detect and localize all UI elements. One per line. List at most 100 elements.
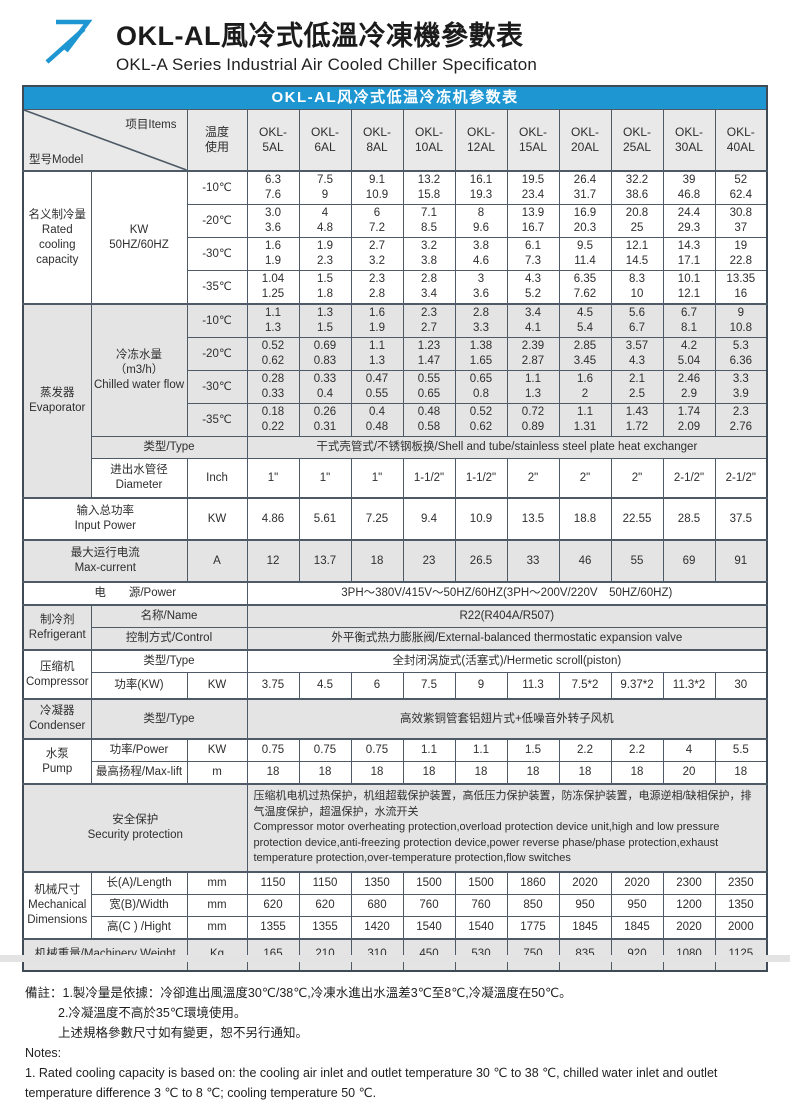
value-cell: 2.8 3.3 bbox=[454, 303, 508, 338]
value-cell: 1540 bbox=[402, 915, 456, 939]
value-cell: 1.43 1.72 bbox=[610, 403, 664, 437]
cooling-row: -30℃ 1.6 1.9 1.9 2.3 2.7 3.2 3.2 3.8 3.8 4.6 6… bbox=[23, 237, 768, 271]
value-cell: 6 bbox=[350, 672, 404, 700]
value-cell: 13.5 bbox=[506, 497, 560, 541]
value-cell: 18 bbox=[350, 539, 404, 583]
security-section-label: 安全保护 Security protection bbox=[22, 783, 248, 872]
value-cell: 16.9 20.3 bbox=[558, 204, 612, 238]
spec-table: OKL-AL风冷式低温冷冻机参数表 型号Model 项目Items 温度 使用 … bbox=[22, 85, 769, 972]
dimensions-section-label: 机械尺寸 Mechanical Dimensions bbox=[22, 870, 92, 939]
value-cell: 9.5 11.4 bbox=[558, 237, 612, 271]
evaporator-row: -35℃ 0.18 0.22 0.26 0.31 0.4 0.48 0.48 0.58 0… bbox=[23, 403, 768, 437]
model-header: OKL- 5AL bbox=[246, 109, 300, 172]
value-cell: 18 bbox=[506, 761, 560, 785]
model-header: OKL- 40AL bbox=[714, 109, 768, 172]
brand-arrow-icon bbox=[45, 19, 93, 64]
value-cell: 7.5*2 bbox=[558, 672, 612, 700]
value-cell: 23 bbox=[402, 539, 456, 583]
value-cell: 1500 bbox=[454, 870, 508, 895]
value-cell: 2.2 bbox=[610, 738, 664, 762]
value-cell: 0.69 0.83 bbox=[298, 337, 352, 371]
note-zh-3: 上述規格參數尺寸如有變更，恕不另行通知。 bbox=[58, 1025, 309, 1040]
value-cell: 3.4 4.1 bbox=[506, 303, 560, 338]
value-cell: 4.5 bbox=[298, 672, 352, 700]
value-cell: 3 3.6 bbox=[454, 270, 508, 305]
value-cell: 1" bbox=[350, 458, 404, 499]
pump-power-label: 功率/Power bbox=[90, 738, 188, 762]
height-label: 高(C ) /Hight bbox=[90, 915, 188, 939]
value-cell: 18 bbox=[246, 761, 300, 785]
refrigerant-name-row: 制冷剂 Refrigerant 名称/Name R22(R404A/R507) bbox=[22, 604, 768, 651]
value-cell: 9.37*2 bbox=[610, 672, 664, 700]
value-cell: 3.8 4.6 bbox=[454, 237, 508, 271]
value-cell: 4.86 bbox=[246, 497, 300, 541]
value-cell: 1540 bbox=[454, 915, 508, 939]
value-cell: 3.0 3.6 bbox=[246, 204, 300, 238]
value-cell: 950 bbox=[610, 893, 664, 917]
corner-items-label: 项目Items bbox=[125, 119, 177, 131]
value-cell: 55 bbox=[610, 539, 664, 583]
value-cell: 1.6 1.9 bbox=[246, 237, 300, 271]
dimension-row: 宽(B)/Width mm 620 620 680 760 760 850 950 950 12… bbox=[23, 893, 768, 917]
width-unit: mm bbox=[186, 893, 248, 917]
compressor-type-value: 全封闭涡旋式(活塞式)/Hermetic scroll(piston) bbox=[246, 649, 768, 673]
value-cell: 18 bbox=[298, 761, 352, 785]
refrigerant-control-value: 外平衡式热力膨胀阀/External-balanced thermostatic… bbox=[246, 627, 768, 651]
value-cell: 3.57 4.3 bbox=[610, 337, 664, 371]
length-label: 长(A)/Length bbox=[90, 870, 188, 895]
value-cell: 20.8 25 bbox=[610, 204, 664, 238]
evaporator-row: -30℃ 0.28 0.33 0.33 0.4 0.47 0.55 0.55 0.65 0… bbox=[23, 370, 768, 404]
refrigerant-control-row: 控制方式/Control 外平衡式热力膨胀阀/External-balanced… bbox=[23, 627, 768, 651]
value-cell: 9 bbox=[454, 672, 508, 700]
page-subtitle: OKL-A Series Industrial Air Cooled Chill… bbox=[116, 55, 538, 74]
value-cell: 2300 bbox=[662, 870, 716, 895]
value-cell: 7.1 8.5 bbox=[402, 204, 456, 238]
temp-cell: -30℃ bbox=[186, 370, 248, 404]
value-cell: 2" bbox=[506, 458, 560, 499]
power-supply-label: 电 源/Power bbox=[22, 581, 248, 606]
value-cell: 18 bbox=[558, 761, 612, 785]
value-cell: 1150 bbox=[298, 870, 352, 895]
value-cell: 4.3 5.2 bbox=[506, 270, 560, 305]
value-cell: 1.6 1.9 bbox=[350, 303, 404, 338]
value-cell: 1" bbox=[246, 458, 300, 499]
diameter-unit: Inch bbox=[186, 458, 248, 499]
compressor-type-label: 类型/Type bbox=[90, 649, 248, 673]
value-cell: 20 bbox=[662, 761, 716, 785]
value-cell: 0.55 0.65 bbox=[402, 370, 456, 404]
value-cell: 2020 bbox=[610, 870, 664, 895]
cooling-row: 名义制冷量 Rated cooling capacity KW 50HZ/60H… bbox=[22, 170, 768, 305]
page-bottom-strip bbox=[0, 955, 790, 962]
value-cell: 1350 bbox=[350, 870, 404, 895]
model-header: OKL- 10AL bbox=[402, 109, 456, 172]
value-cell: 2" bbox=[558, 458, 612, 499]
value-cell: 22.55 bbox=[610, 497, 664, 541]
temp-cell: -10℃ bbox=[186, 303, 248, 338]
pump-lift-label: 最高扬程/Max-lift bbox=[90, 761, 188, 785]
value-cell: 18 bbox=[714, 761, 768, 785]
value-cell: 5.3 6.36 bbox=[714, 337, 768, 371]
value-cell: 1.5 1.8 bbox=[298, 270, 352, 305]
value-cell: 2.8 3.4 bbox=[402, 270, 456, 305]
evaporator-type-value: 干式壳管式/不锈钢板换/Shell and tube/stainless ste… bbox=[246, 436, 768, 459]
value-cell: 18 bbox=[610, 761, 664, 785]
model-header: OKL- 8AL bbox=[350, 109, 404, 172]
value-cell: 1200 bbox=[662, 893, 716, 917]
cooling-section-label: 名义制冷量 Rated cooling capacity bbox=[22, 170, 92, 305]
refrigerant-control-label: 控制方式/Control bbox=[90, 627, 248, 651]
value-cell: 30 bbox=[714, 672, 768, 700]
value-cell: 19 22.8 bbox=[714, 237, 768, 271]
value-cell: 4.5 5.4 bbox=[558, 303, 612, 338]
value-cell: 14.3 17.1 bbox=[662, 237, 716, 271]
value-cell: 46 bbox=[558, 539, 612, 583]
value-cell: 10.9 bbox=[454, 497, 508, 541]
dimension-row: 机械尺寸 Mechanical Dimensions 长(A)/Length m… bbox=[22, 870, 768, 939]
value-cell: 13.35 16 bbox=[714, 270, 768, 305]
model-header: OKL- 15AL bbox=[506, 109, 560, 172]
value-cell: 1420 bbox=[350, 915, 404, 939]
temp-cell: -35℃ bbox=[186, 270, 248, 305]
value-cell: 10.1 12.1 bbox=[662, 270, 716, 305]
value-cell: 1.5 bbox=[506, 738, 560, 762]
height-unit: mm bbox=[186, 915, 248, 939]
value-cell: 26.5 bbox=[454, 539, 508, 583]
